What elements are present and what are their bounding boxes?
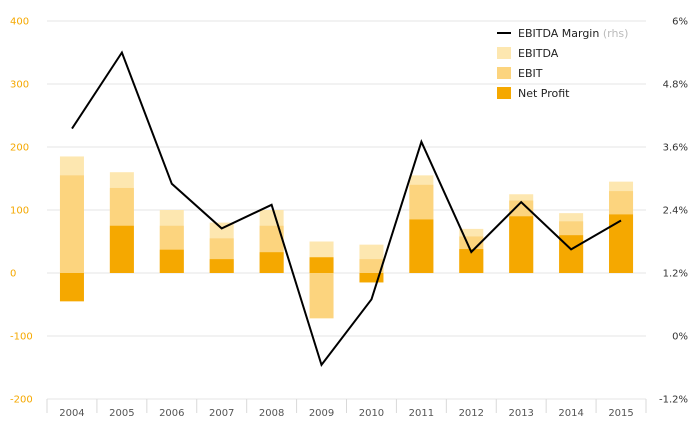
x-tick-label: 2010 (359, 408, 384, 419)
bar-net-profit (159, 249, 184, 273)
left-tick-label: -100 (10, 332, 33, 343)
gridlines (47, 20, 646, 400)
bar-net-profit (359, 273, 384, 283)
bar-net-profit (409, 219, 434, 273)
bar-ebit (59, 175, 84, 273)
legend-label-net-profit: Net Profit (518, 87, 570, 100)
right-tick-label: 6% (672, 17, 688, 28)
x-tick-label: 2005 (109, 408, 134, 419)
legend-label-ebitda: EBITDA (518, 47, 559, 60)
x-tick-label: 2015 (608, 408, 633, 419)
legend-swatch-net-profit (497, 87, 511, 99)
x-tick-label: 2012 (459, 408, 484, 419)
bar-net-profit (609, 214, 634, 273)
legend-label-ebitda-margin: EBITDA Margin (rhs) (518, 27, 628, 40)
bar-net-profit (459, 249, 484, 273)
left-axis-ticks: 400 300 200 100 0 -100 -200 (10, 17, 33, 406)
left-tick-label: 100 (10, 206, 29, 217)
x-tick-label: 2007 (209, 408, 234, 419)
right-axis-ticks: 6% 4.8% 3.6% 2.4% 1.2% 0% -1.2% (659, 17, 688, 406)
bar-net-profit (59, 273, 84, 302)
x-tick-label: 2006 (159, 408, 184, 419)
x-tick-label: 2013 (508, 408, 533, 419)
x-axis: 2004 2005 2006 2007 2008 2009 2010 2011 2012 2013… (46, 399, 647, 419)
bar-ebit (359, 259, 384, 273)
legend: EBITDA Margin (rhs) EBITDA EBIT Net Profit (497, 27, 628, 100)
bar-ebit (309, 273, 334, 319)
x-tick-label: 2004 (59, 408, 84, 419)
left-tick-label: 200 (10, 143, 29, 154)
legend-label-suffix: (rhs) (603, 27, 629, 40)
bar-net-profit (509, 216, 534, 273)
line-ebitda-margin (71, 50, 622, 368)
x-tick-label: 2009 (309, 408, 334, 419)
right-tick-label: 3.6% (663, 143, 688, 154)
right-tick-label: 0% (672, 332, 688, 343)
legend-swatch-ebit (497, 67, 511, 79)
x-tick-label: 2008 (259, 408, 284, 419)
bars (59, 156, 634, 319)
right-tick-label: -1.2% (659, 395, 688, 406)
right-tick-label: 4.8% (663, 80, 688, 91)
right-tick-label: 2.4% (663, 206, 688, 217)
bar-net-profit (259, 252, 284, 273)
legend-label-text: EBITDA Margin (518, 27, 603, 40)
legend-label-ebit: EBIT (518, 67, 543, 80)
left-tick-label: 0 (10, 269, 16, 280)
x-tick-label: 2014 (558, 408, 583, 419)
right-tick-label: 1.2% (663, 269, 688, 280)
x-tick-label: 2011 (409, 408, 434, 419)
left-tick-label: 300 (10, 80, 29, 91)
bar-net-profit (209, 259, 234, 273)
bar-net-profit (109, 225, 134, 273)
margin-line (71, 50, 622, 368)
bar-net-profit (309, 257, 334, 273)
legend-swatch-ebitda (497, 47, 511, 59)
left-tick-label: -200 (10, 395, 33, 406)
left-tick-label: 400 (10, 17, 29, 28)
